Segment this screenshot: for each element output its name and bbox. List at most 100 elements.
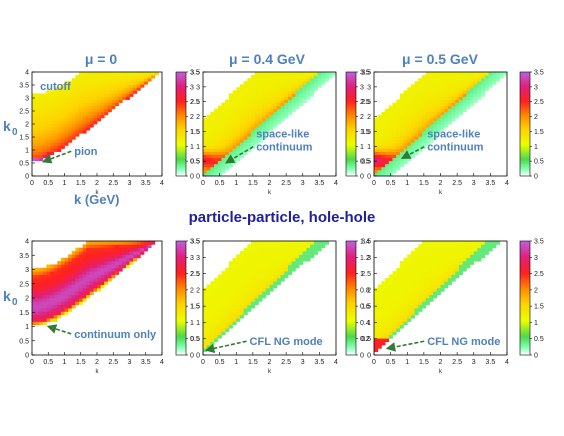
heatmap-cell [89,277,94,282]
heatmap-cell [221,331,226,336]
heatmap-cell [433,93,438,97]
heatmap-cell [287,247,293,252]
heatmap-cell [206,151,211,155]
heatmap-cell [425,84,430,88]
heatmap-cell [228,261,233,265]
heatmap-cell [470,244,475,249]
heatmap-cell [481,87,486,91]
heatmap-cell [377,304,382,309]
heatmap-cell [403,314,408,319]
heatmap-cell [50,308,55,312]
y-tick-label: 2 [25,122,29,129]
heatmap-cell [60,133,65,137]
heatmap-cell [39,99,44,103]
heatmap-cell [206,344,211,349]
heatmap-cell [203,334,208,339]
heatmap-cell [239,257,245,262]
heatmap-cell [429,257,434,262]
heatmap-cell [403,145,408,149]
heatmap-cell [243,120,248,125]
heatmap-cell [295,251,300,255]
heatmap-cell [228,133,233,137]
heatmap-cell [470,96,475,100]
heatmap-cell [210,169,215,174]
heatmap-cell [396,136,401,140]
heatmap-cell [254,139,259,143]
heatmap-cell [470,84,475,88]
heatmap-cell [140,84,145,88]
heatmap-cell [388,334,393,339]
heatmap-cell [82,267,87,272]
heatmap-cell [418,294,423,299]
heatmap-cell [422,102,427,107]
heatmap-cell [254,244,259,249]
heatmap-cell [93,274,98,279]
heatmap-cell [481,254,486,259]
heatmap-cell [86,294,91,299]
heatmap-cell [385,136,390,140]
heatmap-cell [414,81,419,85]
heatmap-cell [42,148,47,152]
heatmap-cell [414,277,419,282]
heatmap-cell [35,318,40,322]
heatmap-cell [388,314,393,319]
heatmap-cell [269,108,274,113]
heatmap-cell [64,291,69,296]
heatmap-panel-b: 0 0.5 1 1.5 2 2.5 3 3.5 400.511.522.533.5k00.511… [190,70,370,197]
heatmap-cell [414,294,419,299]
heatmap-cell [247,284,252,289]
heatmap-cell [46,267,51,272]
heatmap-cell [374,154,379,159]
heatmap-cell [210,111,215,116]
heatmap-cell [32,304,37,309]
heatmap-cell [410,111,416,116]
heatmap-cell [78,124,83,128]
heatmap-cell [136,87,141,91]
x-tick-label: 2 [268,359,272,366]
heatmap-cell [444,102,449,107]
heatmap-cell [451,264,456,269]
row2-title: particle-particle, hole-hole [189,209,376,226]
heatmap-cell [269,287,274,292]
heatmap-cell [488,241,493,245]
heatmap-cell [210,291,215,296]
heatmap-cell [276,257,281,262]
heatmap-cell [299,257,304,262]
heatmap-cell [217,277,222,282]
heatmap-cell [104,90,109,94]
heatmap-cell [458,111,464,116]
heatmap-cell [451,111,456,116]
heatmap-cell [35,154,40,159]
heatmap-cell [418,81,423,85]
heatmap-cell [258,294,263,299]
heatmap-cell [407,261,412,265]
heatmap-cell [97,87,102,91]
heatmap-cell [93,247,98,252]
heatmap-cell [254,120,259,125]
heatmap-cell [273,124,278,128]
heatmap-cell [210,328,215,332]
heatmap-cell [477,75,482,79]
heatmap-cell [206,284,211,289]
heatmap-cell [407,127,412,131]
heatmap-cell [399,108,404,113]
heatmap-cell [68,124,73,128]
heatmap-cell [403,284,408,289]
heatmap-cell [436,99,441,103]
heatmap-cell [477,87,482,91]
heatmap-cell [243,151,248,155]
heatmap-cell [374,145,379,149]
colorbar-tick-label: 0.5 [534,159,544,166]
heatmap-cell [287,264,293,269]
heatmap-cell [60,111,65,116]
heatmap-cell [78,247,83,252]
heatmap-cell [100,102,105,107]
heatmap-cell [93,96,98,100]
heatmap-cell [425,127,430,131]
heatmap-cell [225,108,230,113]
heatmap-cell [100,72,105,76]
heatmap-cell [89,90,94,94]
heatmap-cell [396,99,401,103]
heatmap-cell [239,264,245,269]
heatmap-cell [107,78,112,82]
